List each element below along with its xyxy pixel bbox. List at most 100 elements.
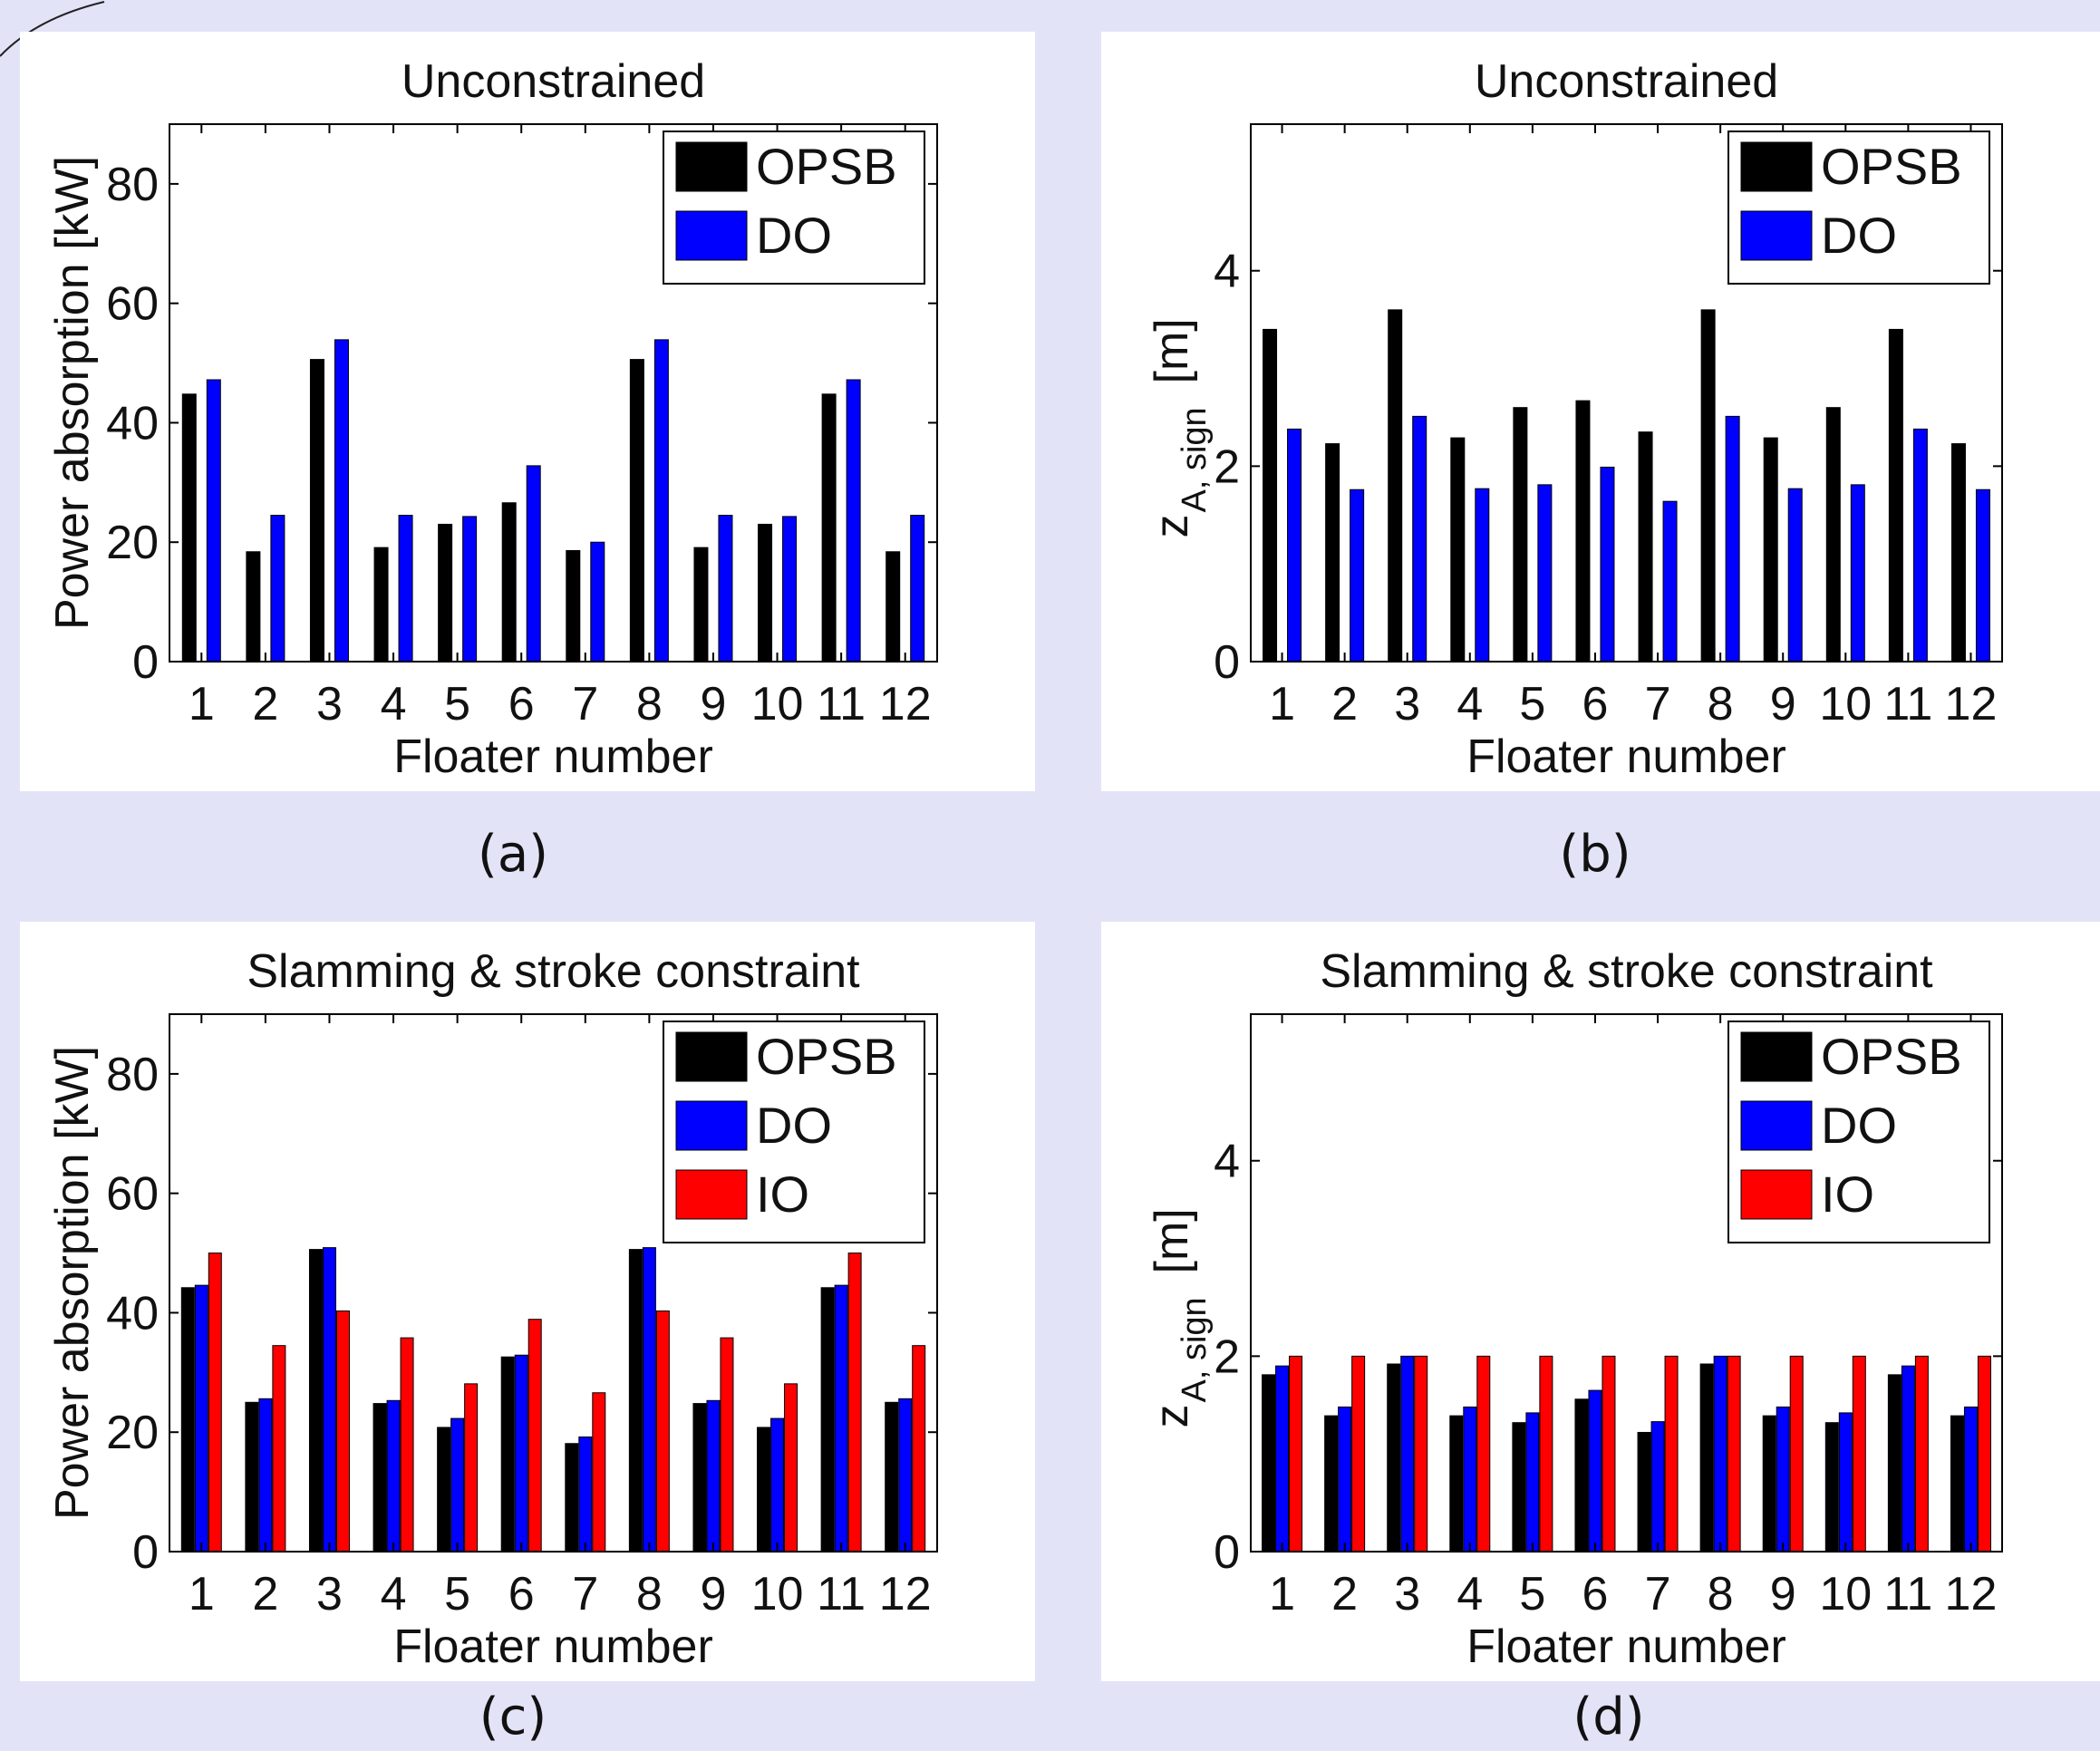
bar-opsb-2 (245, 1401, 259, 1553)
x-tick-label: 9 (700, 678, 726, 730)
bar-do-10 (1850, 484, 1865, 663)
bar-do-7 (1650, 1421, 1665, 1553)
bar-do-10 (782, 516, 798, 663)
y-tick-label: 60 (106, 1168, 159, 1221)
y-tick-label: 80 (106, 1049, 159, 1101)
x-tick-label: 11 (817, 1568, 866, 1620)
x-tick-label: 11 (1883, 1568, 1932, 1620)
x-tick-label: 9 (700, 1568, 726, 1620)
x-tick-label: 6 (1582, 678, 1608, 730)
bar-io-9 (720, 1337, 734, 1553)
x-tick-label: 6 (1582, 1568, 1608, 1620)
x-tick-label: 7 (572, 1568, 598, 1620)
y-tick-label: 0 (1214, 1526, 1240, 1579)
bar-do-4 (1463, 1406, 1477, 1553)
legend-swatch-do (675, 1100, 748, 1151)
bar-opsb-4 (373, 547, 389, 663)
bar-do-6 (526, 465, 541, 663)
x-tick-label: 6 (508, 1568, 535, 1620)
bar-opsb-10 (1825, 407, 1841, 663)
bar-io-4 (400, 1337, 414, 1553)
bar-opsb-11 (821, 393, 837, 663)
x-axis-label: Floater number (393, 730, 713, 783)
x-tick-label: 7 (1645, 1568, 1671, 1620)
bar-io-8 (655, 1310, 670, 1553)
y-tick-label: 0 (1214, 636, 1240, 689)
x-tick-label: 8 (1708, 1568, 1734, 1620)
bar-io-5 (464, 1383, 479, 1553)
bar-do-12 (910, 515, 925, 663)
bar-opsb-12 (1950, 1415, 1964, 1553)
bar-opsb-4 (1449, 1415, 1464, 1553)
x-tick-label: 4 (1456, 678, 1483, 730)
y-tick-label: 2 (1214, 1330, 1240, 1383)
bar-opsb-7 (565, 1443, 579, 1553)
bar-do-5 (462, 516, 478, 663)
bar-opsb-8 (1699, 1363, 1714, 1553)
x-axis-label: Floater number (1466, 730, 1786, 783)
bar-do-9 (718, 515, 733, 663)
x-tick-label: 4 (381, 1568, 407, 1620)
y-tick-label: 0 (132, 1526, 159, 1579)
x-tick-label: 2 (252, 678, 278, 730)
x-tick-label: 6 (508, 678, 535, 730)
bar-opsb-9 (1763, 437, 1778, 663)
x-tick-label: 5 (1519, 678, 1545, 730)
legend-label-io: IO (1821, 1166, 1874, 1223)
x-tick-label: 3 (1394, 678, 1420, 730)
bar-do-11 (834, 1284, 848, 1553)
chart-title: Unconstrained (402, 55, 705, 108)
y-tick-label: 2 (1214, 440, 1240, 493)
bar-do-3 (1400, 1355, 1415, 1553)
y-axis-label-subscript: A, sign (1176, 407, 1214, 512)
legend-swatch-io (1740, 1169, 1813, 1220)
bar-opsb-9 (692, 1403, 707, 1553)
bar-io-6 (527, 1319, 542, 1553)
caption-d: (d) (1573, 1688, 1645, 1746)
plot-area-frame (169, 123, 938, 663)
bar-do-4 (386, 1399, 401, 1553)
chart-panel-a: Unconstrained 0 20 40 60 80 1 2 3 4 5 6 7 8 9 10 11 12 Flo… (20, 32, 1035, 791)
chart-panel-b: Unconstrained 0 2 4 1 2 3 4 5 6 7 8 9 10 11 12 Floater n… (1101, 32, 2100, 791)
x-tick-label: 8 (1708, 678, 1734, 730)
bar-do-2 (1338, 1406, 1352, 1553)
bar-opsb-11 (820, 1287, 835, 1553)
bar-io-11 (1914, 1355, 1929, 1553)
bar-opsb-12 (885, 551, 901, 663)
bar-do-7 (590, 541, 605, 663)
y-tick-label: 0 (132, 636, 159, 689)
bar-do-11 (1901, 1365, 1915, 1553)
bar-do-5 (450, 1417, 465, 1553)
x-tick-label: 12 (1945, 1568, 1998, 1620)
bar-opsb-8 (629, 359, 644, 663)
bar-do-2 (258, 1398, 273, 1553)
legend-swatch-do (1740, 210, 1813, 261)
chart-title: Slamming & stroke constraint (1320, 945, 1933, 998)
bar-io-4 (1476, 1355, 1491, 1553)
x-tick-label: 12 (879, 1568, 932, 1620)
bar-do-8 (1713, 1355, 1727, 1553)
legend-label-io: IO (756, 1166, 809, 1223)
x-tick-label: 10 (751, 1568, 804, 1620)
bar-opsb-1 (181, 393, 197, 663)
bar-io-5 (1539, 1355, 1553, 1553)
legend-swatch-do (1740, 1100, 1813, 1151)
y-tick-label: 20 (106, 1407, 159, 1459)
bar-io-7 (592, 1392, 606, 1553)
bar-opsb-12 (1950, 443, 1966, 663)
legend-swatch-opsb (1740, 1031, 1813, 1082)
legend-label-do: DO (756, 207, 832, 264)
bar-opsb-1 (1263, 328, 1278, 663)
x-tick-label: 4 (1456, 1568, 1483, 1620)
chart-panel-d: Slamming & stroke constraint 0 2 4 1 2 3 4 5 6 7 8 9… (1101, 922, 2100, 1681)
bar-do-2 (1350, 489, 1365, 663)
caption-c: (c) (479, 1688, 547, 1746)
bar-do-5 (1525, 1412, 1540, 1553)
bar-do-6 (514, 1354, 528, 1553)
bar-do-4 (398, 515, 413, 663)
x-tick-label: 12 (879, 678, 932, 730)
y-tick-label: 40 (106, 397, 159, 450)
bar-opsb-1 (180, 1287, 195, 1553)
